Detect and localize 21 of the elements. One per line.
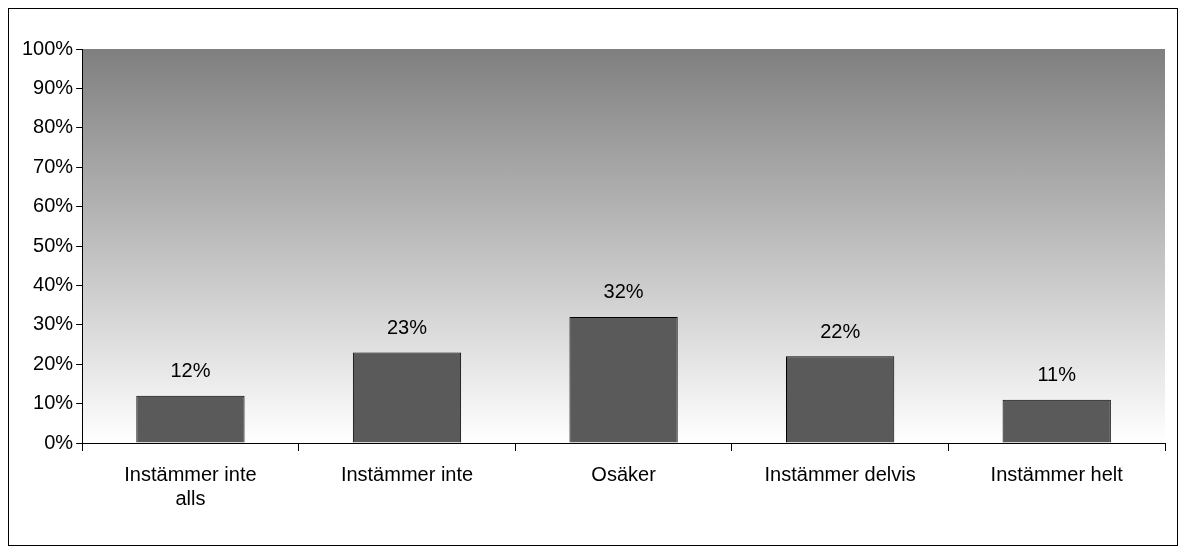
data-label: 22% [820, 319, 861, 342]
x-tick-label: Instämmer helt [990, 462, 1124, 485]
y-tick-label: 40% [33, 272, 74, 295]
y-tick-label: 10% [33, 391, 74, 414]
y-tick-label: 70% [33, 154, 74, 177]
y-tick-label: 60% [33, 194, 74, 217]
y-tick-label: 50% [33, 233, 74, 256]
y-tick-label: 20% [33, 351, 74, 374]
data-label: 23% [386, 315, 428, 338]
x-tick-label: Instämmer inte alls [124, 462, 257, 509]
y-tick-label: 80% [33, 115, 74, 138]
x-tick-label: Instämmer inte [340, 462, 474, 485]
x-tick-label: Instämmer delvis [764, 462, 916, 485]
y-tick-label: 90% [33, 75, 74, 98]
data-label: 11% [1037, 363, 1077, 386]
x-tick-label: Osäker [591, 462, 657, 485]
y-tick-label: 0% [44, 430, 74, 453]
data-label: 32% [603, 280, 644, 303]
data-label: 12% [170, 359, 211, 382]
y-tick-label: 100% [22, 36, 74, 59]
y-tick-label: 30% [33, 312, 74, 335]
